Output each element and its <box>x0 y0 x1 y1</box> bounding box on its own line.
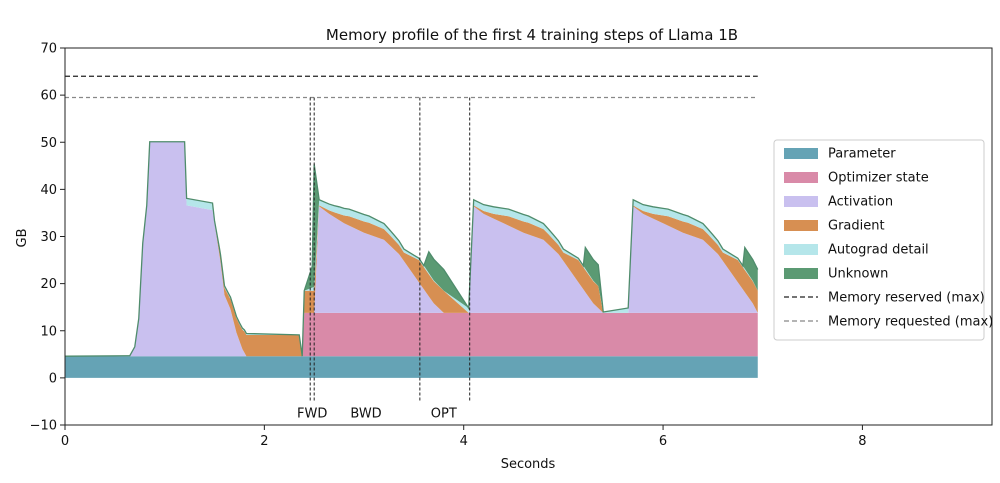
y-tick-label: −10 <box>30 419 57 434</box>
y-tick-label: 50 <box>40 136 57 151</box>
x-tick-label: 6 <box>659 434 667 449</box>
legend-swatch-autograd-detail <box>784 244 818 255</box>
legend-label-autograd-detail: Autograd detail <box>828 243 929 258</box>
y-tick-label: 20 <box>40 277 57 292</box>
legend-label-gradient: Gradient <box>828 219 885 234</box>
y-axis: −10 0 10 20 30 40 50 60 70 <box>30 42 65 434</box>
legend-swatch-parameter <box>784 148 818 159</box>
legend-swatch-activation <box>784 196 818 207</box>
y-tick-label: 40 <box>40 183 57 198</box>
annotation-bwd: BWD <box>350 406 381 421</box>
y-tick-label: 30 <box>40 230 57 245</box>
y-tick-label: 60 <box>40 89 57 104</box>
legend-swatch-gradient <box>784 220 818 231</box>
legend-label-parameter: Parameter <box>828 147 896 162</box>
legend-label-activation: Activation <box>828 195 893 210</box>
legend-label-memory-requested-max: Memory requested (max) <box>828 315 993 330</box>
annotation-fwd: FWD <box>297 406 327 421</box>
legend-label-optimizer-state: Optimizer state <box>828 171 929 186</box>
y-axis-label: GB <box>15 229 30 248</box>
reference-lines <box>65 75 758 99</box>
x-tick-label: 4 <box>460 434 468 449</box>
area-parameter <box>65 356 758 378</box>
x-tick-label: 2 <box>260 434 268 449</box>
legend-label-unknown: Unknown <box>828 267 888 282</box>
x-axis-label: Seconds <box>501 457 556 472</box>
y-tick-label: 70 <box>40 42 57 57</box>
x-tick-label: 8 <box>858 434 866 449</box>
stacked-areas <box>64 141 759 378</box>
total-outline <box>64 141 759 357</box>
legend-box <box>773 139 985 341</box>
legend: Parameter Optimizer state Activation Gradie… <box>773 139 993 341</box>
area-optimizer-state <box>65 312 758 357</box>
legend-label-memory-reserved-max: Memory reserved (max) <box>828 291 985 306</box>
area-activation <box>65 141 758 357</box>
y-tick-label: 0 <box>49 371 57 386</box>
phase-annotations: FWD BWD OPT <box>297 406 457 421</box>
annotation-lines <box>309 97 471 402</box>
x-tick-label: 0 <box>61 434 69 449</box>
legend-swatch-unknown <box>784 268 818 279</box>
chart-title: Memory profile of the first 4 training s… <box>326 26 738 44</box>
y-tick-label: 10 <box>40 324 57 339</box>
x-axis: 0 2 4 6 8 <box>61 425 867 449</box>
annotation-opt: OPT <box>431 406 457 421</box>
legend-swatch-optimizer-state <box>784 172 818 183</box>
